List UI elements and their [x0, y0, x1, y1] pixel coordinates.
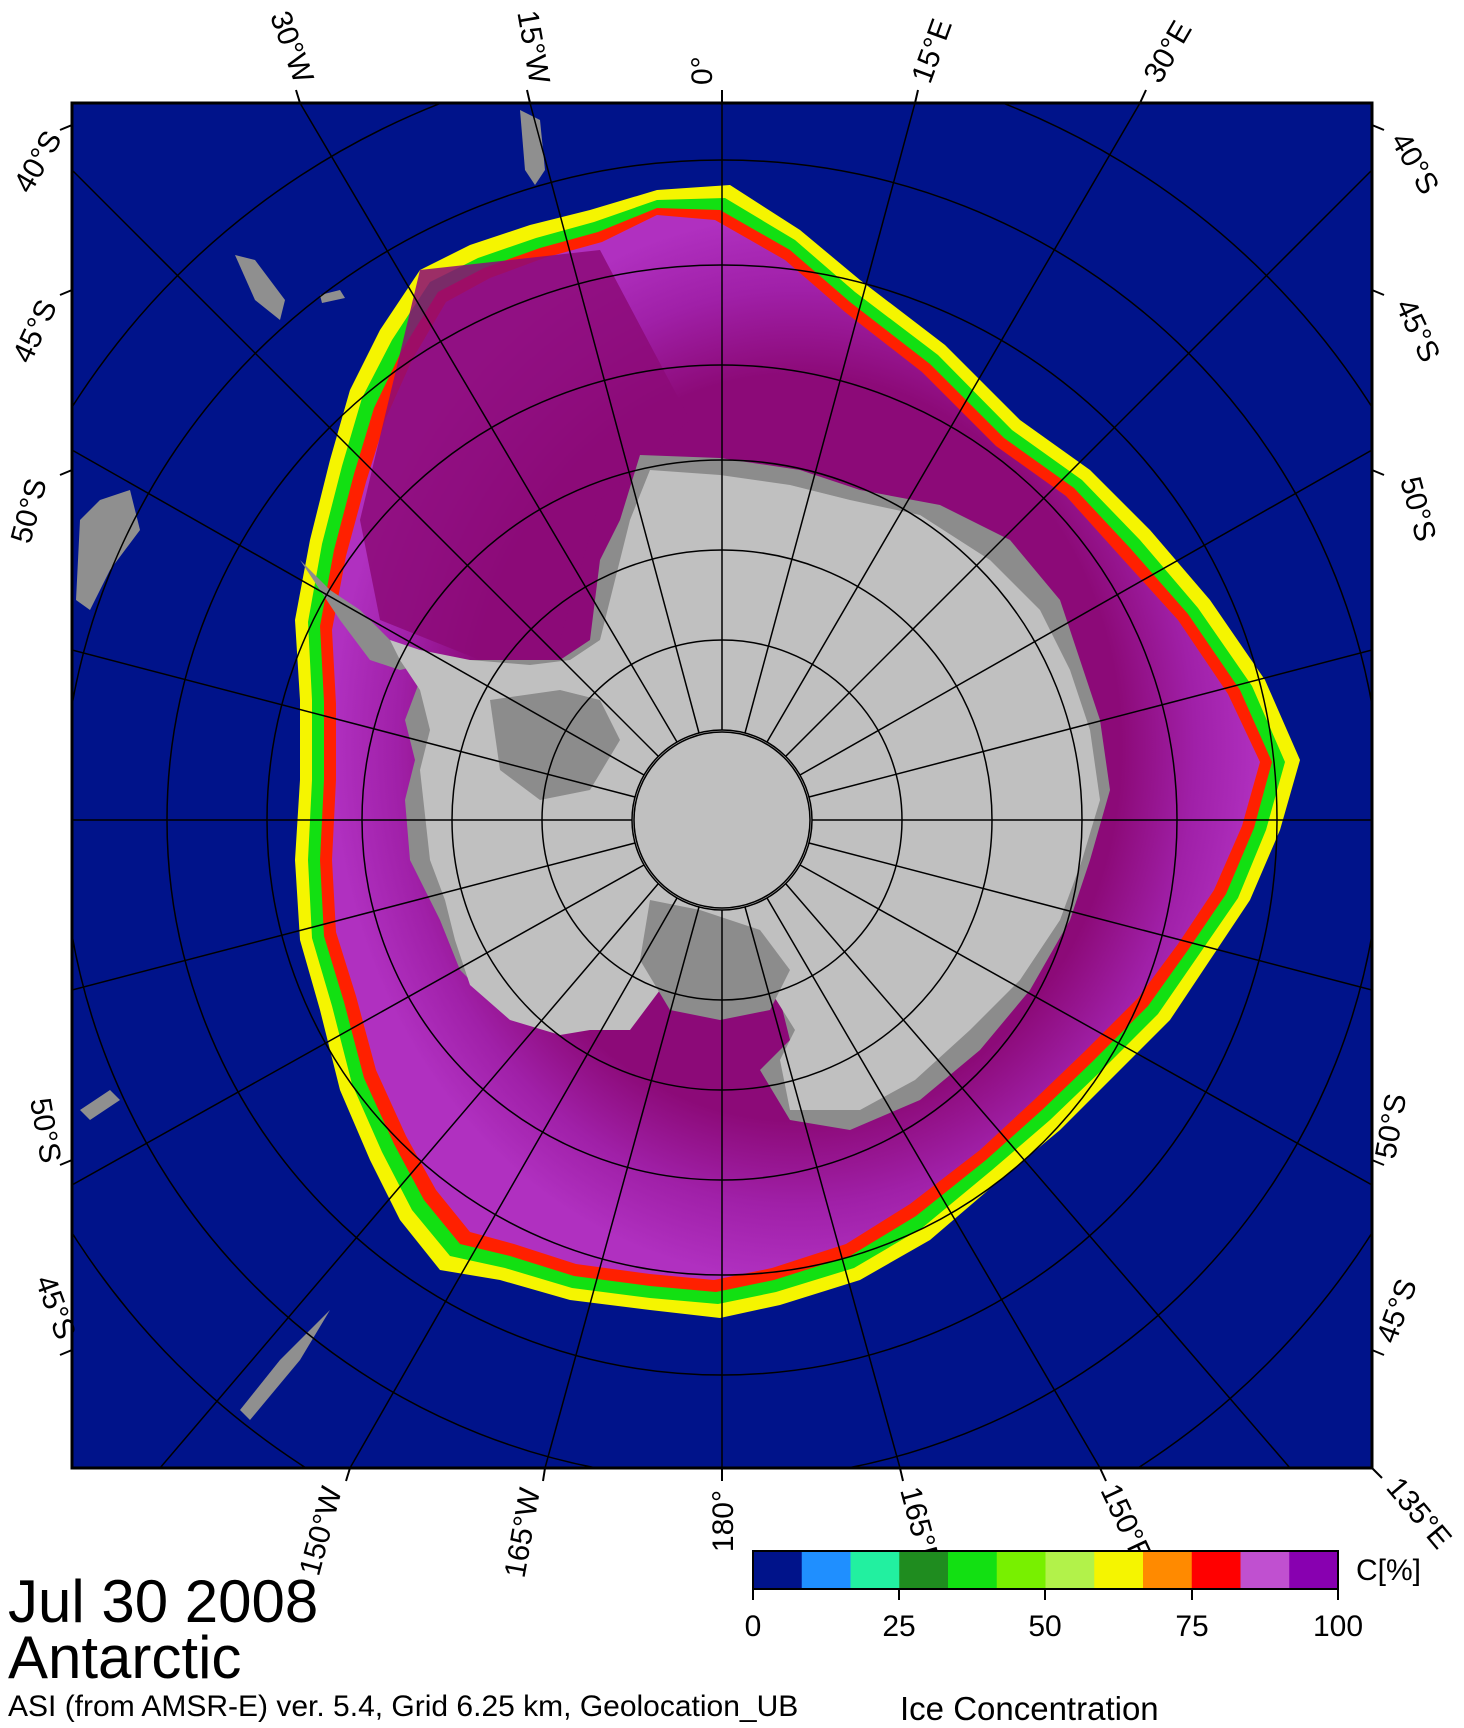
- colorbar-tick-100: 100: [1312, 1610, 1364, 1643]
- label-lat-right-40s: 40°S: [1384, 127, 1445, 200]
- colorbar-tick-50: 50: [1028, 1610, 1062, 1643]
- map-region: Antarctic: [8, 1624, 242, 1691]
- colorbar-title: Ice Concentration: [900, 1690, 1159, 1727]
- label-lat-left-40s: 40°S: [7, 125, 68, 198]
- label-lon-15w: 15°W: [510, 8, 555, 87]
- colorbar-segment: [996, 1551, 1046, 1589]
- colorbar-segment: [753, 1551, 803, 1589]
- label-lon-165w: 165°W: [499, 1485, 547, 1580]
- colorbar-segment: [1094, 1551, 1144, 1589]
- label-lat-right-50s-bottom: 50°S: [1369, 1091, 1413, 1161]
- colorbar-segment: [850, 1551, 900, 1589]
- source-footer: ASI (from AMSR-E) ver. 5.4, Grid 6.25 km…: [8, 1690, 799, 1723]
- label-lat-right-45s-bottom: 45°S: [1371, 1275, 1424, 1348]
- colorbar-segment: [1289, 1551, 1339, 1589]
- label-lon-30w: 30°W: [263, 7, 319, 88]
- colorbar-segment: [801, 1551, 851, 1589]
- label-lat-left-45s: 45°S: [6, 295, 64, 368]
- label-lat-left-50s-top: 50°S: [5, 475, 54, 547]
- colorbar-segment: [1191, 1551, 1241, 1589]
- label-lat-right-45s: 45°S: [1389, 294, 1447, 367]
- island-small-1: [235, 255, 285, 320]
- pole-hole: [633, 731, 811, 909]
- island-africa-tip: [520, 110, 545, 185]
- island-south-america: [76, 490, 140, 610]
- label-lon-180: 180°: [707, 1490, 740, 1552]
- map-date: Jul 30 2008: [8, 1568, 319, 1635]
- island-small-2: [80, 1090, 120, 1120]
- colorbar: [753, 1551, 1339, 1589]
- pack-ice-core: [360, 250, 690, 660]
- island-new-zealand: [240, 1310, 330, 1420]
- colorbar-segment: [1143, 1551, 1193, 1589]
- label-lat-left-50s-bottom: 50°S: [23, 1095, 67, 1165]
- colorbar-segment: [1045, 1551, 1095, 1589]
- colorbar-ticks: [752, 1589, 1339, 1600]
- shelf-weddell: [490, 690, 620, 800]
- label-lon-30e: 30°E: [1137, 15, 1198, 88]
- colorbar-tick-0: 0: [744, 1610, 762, 1643]
- colorbar-segment: [948, 1551, 998, 1589]
- label-lon-135e: 135°E: [1380, 1471, 1458, 1555]
- shelf-ross: [640, 900, 790, 1020]
- label-lon-150w: 150°W: [293, 1483, 348, 1579]
- label-lon-0: 0°: [686, 56, 719, 85]
- colorbar-segment: [1240, 1551, 1290, 1589]
- colorbar-tick-75: 75: [1175, 1610, 1209, 1643]
- colorbar-unit: C[%]: [1356, 1554, 1422, 1587]
- colorbar-tick-25: 25: [882, 1610, 916, 1643]
- label-lat-right-50s-top: 50°S: [1393, 473, 1442, 545]
- frame-ticks: [59, 89, 1385, 1482]
- label-lon-15e: 15°E: [906, 15, 959, 88]
- colorbar-segment: [899, 1551, 949, 1589]
- island-small-3: [320, 290, 345, 303]
- meridians: [72, 103, 1372, 1468]
